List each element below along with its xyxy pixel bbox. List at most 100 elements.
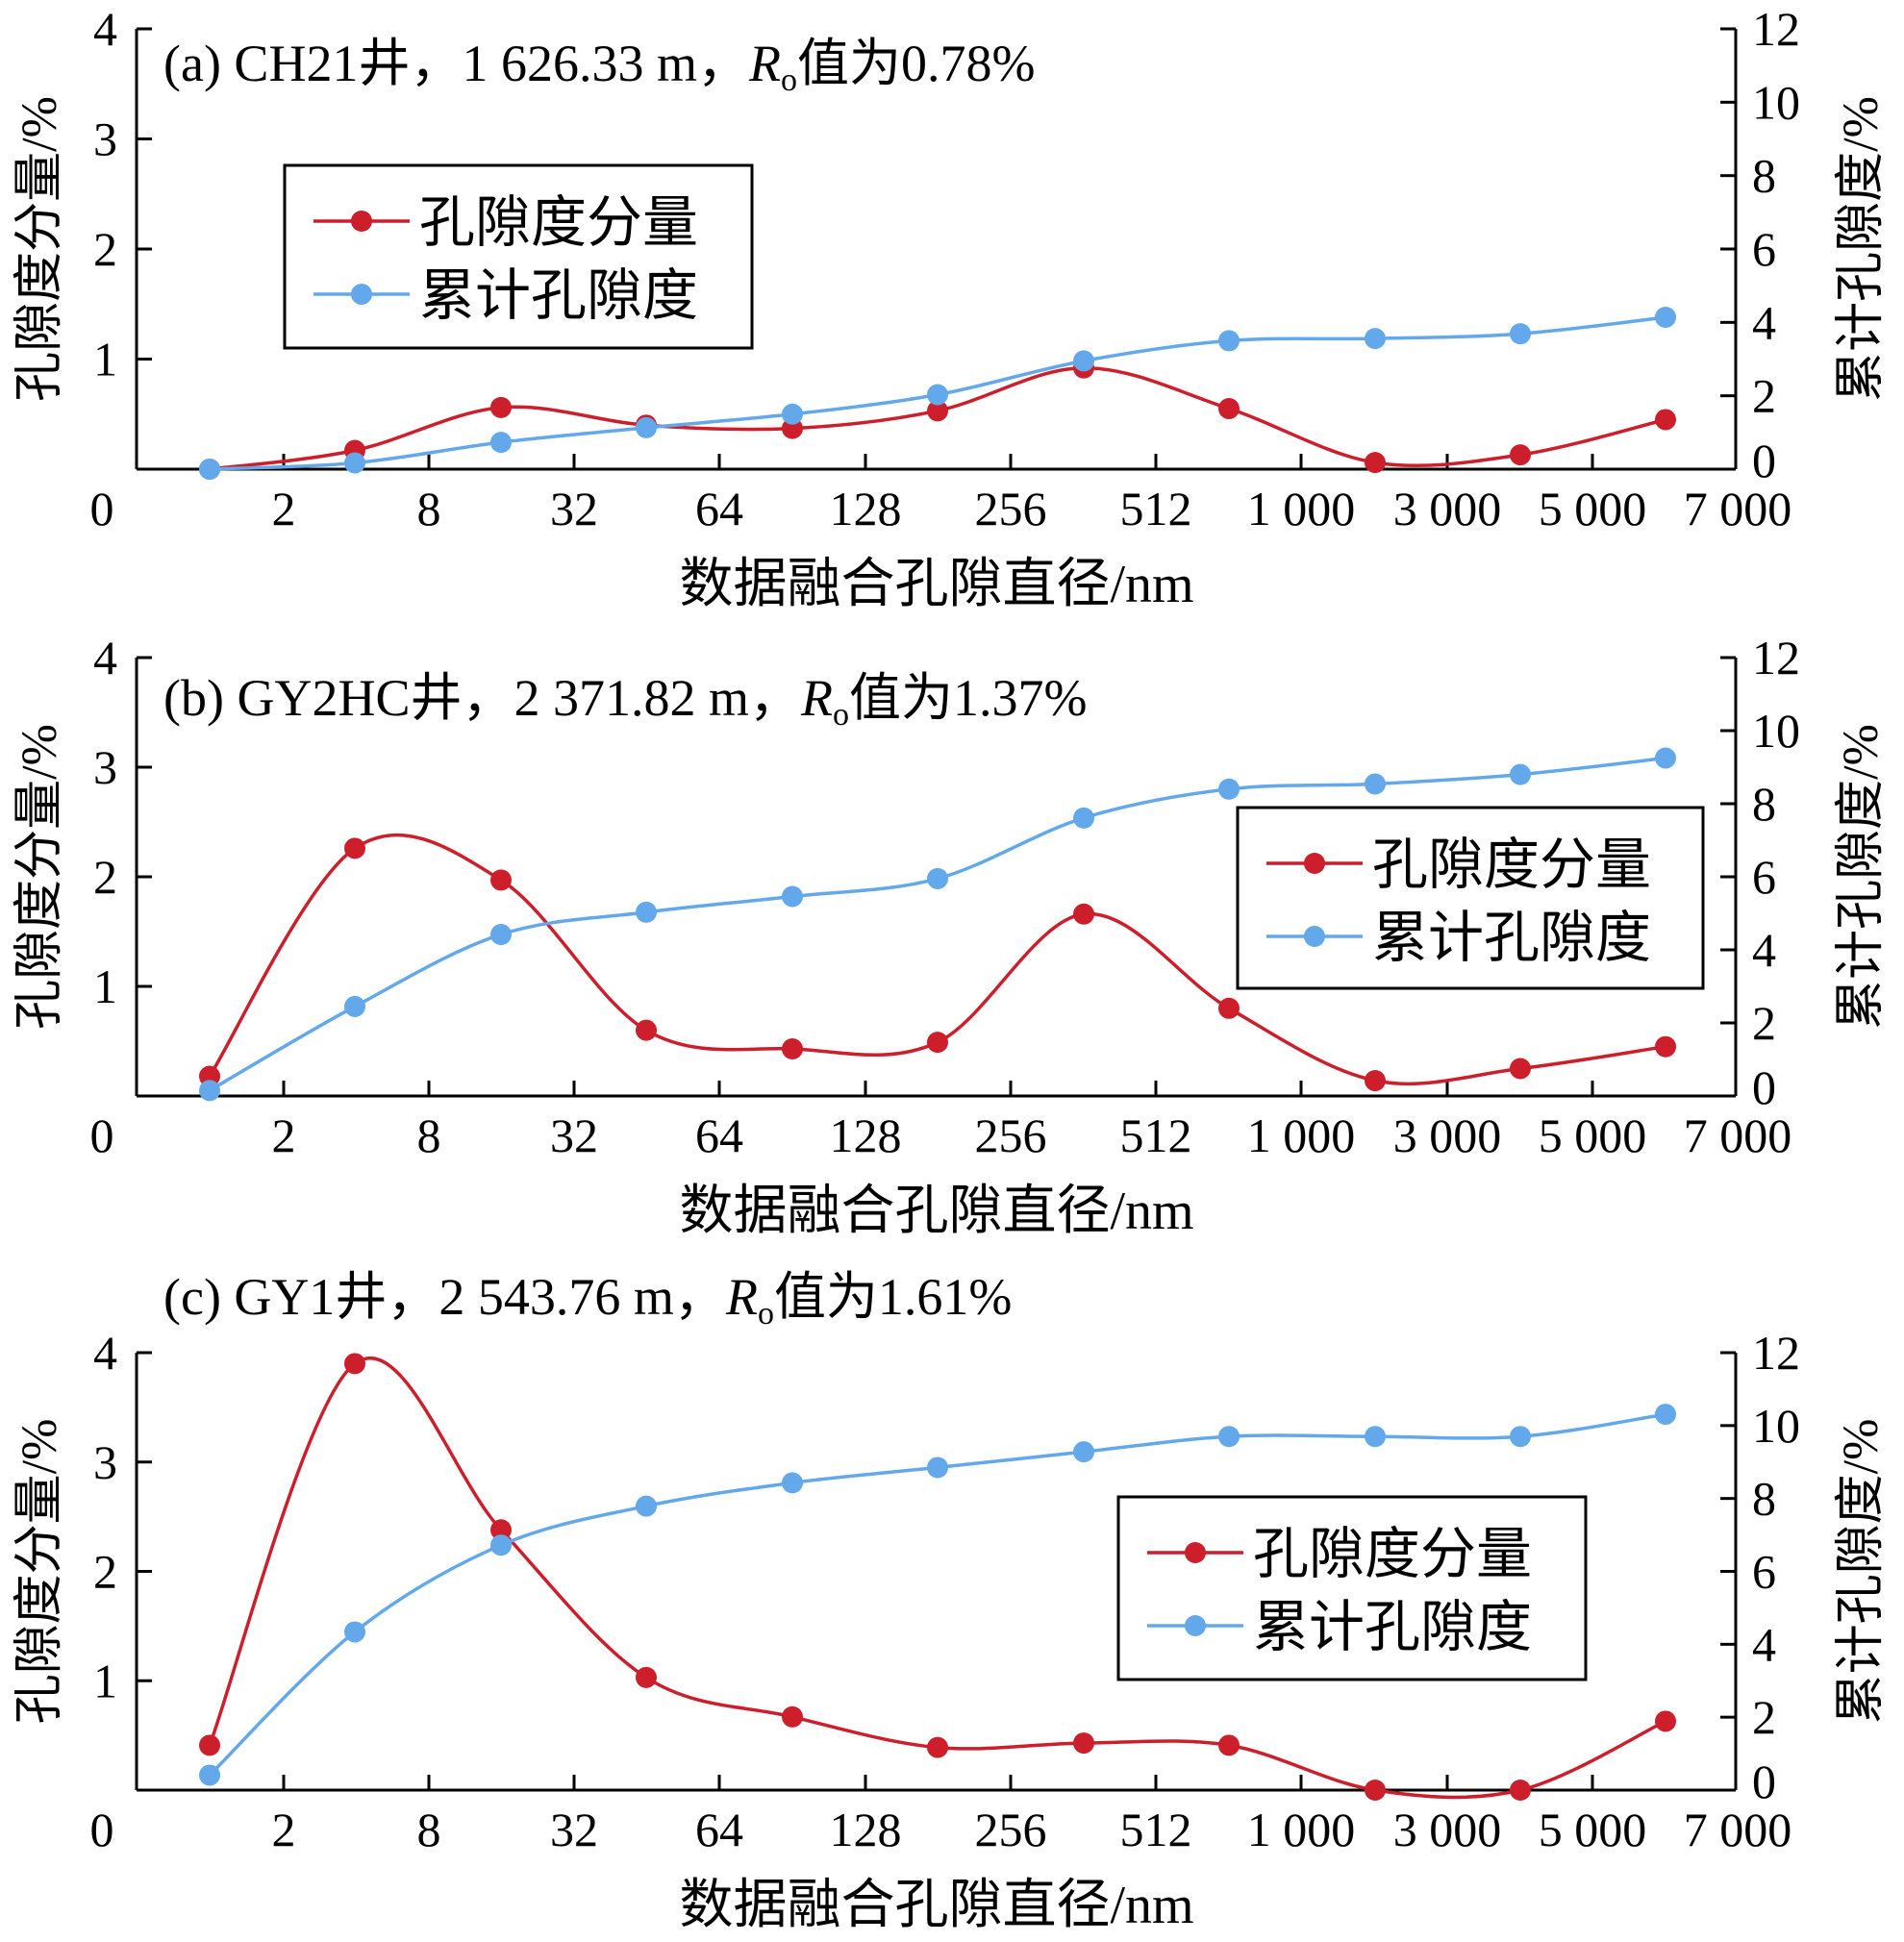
data-point-series-2 bbox=[344, 452, 365, 474]
left-y-tick-label: 2 bbox=[93, 1545, 117, 1599]
right-y-tick-label: 10 bbox=[1752, 704, 1800, 758]
data-point-series-2 bbox=[927, 384, 948, 406]
left-y-tick-label: 3 bbox=[93, 740, 117, 794]
data-point-series-1 bbox=[490, 396, 512, 418]
data-point-series-1 bbox=[1073, 1732, 1094, 1755]
left-y-tick-label: 3 bbox=[93, 112, 117, 166]
annotation-prefix: (b) GY2HC井，2 371.82 m， bbox=[163, 669, 801, 727]
x-tick-label: 64 bbox=[695, 1108, 743, 1162]
data-point-series-1 bbox=[636, 1666, 657, 1688]
x-tick-label: 3 000 bbox=[1393, 1108, 1502, 1162]
data-point-series-2 bbox=[636, 901, 657, 923]
right-y-tick-label: 10 bbox=[1752, 75, 1800, 129]
panel-annotation: (a) CH21井，1 626.33 m，Ro值为0.78% bbox=[163, 35, 1035, 98]
data-point-series-1 bbox=[1655, 1035, 1676, 1058]
x-tick-label: 32 bbox=[550, 482, 598, 535]
right-y-tick-label: 8 bbox=[1752, 777, 1776, 831]
x-tick-label: 1 000 bbox=[1247, 1108, 1356, 1162]
data-point-series-2 bbox=[1365, 328, 1386, 350]
data-point-series-1 bbox=[1073, 903, 1094, 925]
data-point-series-2 bbox=[490, 1534, 512, 1556]
right-y-tick-label: 8 bbox=[1752, 1472, 1776, 1526]
x-tick-label: 8 bbox=[417, 1803, 441, 1856]
x-tick-label: 0 bbox=[90, 482, 114, 535]
right-y-tick-label: 4 bbox=[1752, 295, 1776, 349]
right-y-tick-label: 6 bbox=[1752, 850, 1776, 904]
legend-marker-1 bbox=[351, 211, 372, 232]
legend-label-2: 累计孔隙度 bbox=[419, 264, 698, 327]
data-point-series-2 bbox=[636, 416, 657, 438]
legend-label-1: 孔隙度分量 bbox=[419, 191, 698, 254]
right-y-tick-label: 0 bbox=[1752, 1755, 1776, 1808]
annotation-sub: o bbox=[781, 62, 797, 98]
annotation-r: R bbox=[725, 1268, 758, 1326]
data-point-series-1 bbox=[1510, 444, 1531, 466]
data-point-series-1 bbox=[927, 1032, 948, 1054]
data-point-series-2 bbox=[1655, 1404, 1676, 1426]
data-point-series-2 bbox=[490, 924, 512, 946]
left-y-axis-label: 孔隙度分量/% bbox=[13, 724, 67, 1030]
annotation-r: R bbox=[800, 669, 833, 727]
x-axis-label: 数据融合孔隙直径/nm bbox=[679, 1182, 1193, 1241]
data-point-series-1 bbox=[636, 1019, 657, 1041]
annotation-sub: o bbox=[833, 697, 849, 733]
data-point-series-2 bbox=[490, 432, 512, 454]
data-point-series-1 bbox=[1365, 1780, 1386, 1801]
data-point-series-1 bbox=[490, 869, 512, 891]
annotation-prefix: (c) GY1井，2 543.76 m， bbox=[163, 1268, 726, 1326]
x-tick-label: 256 bbox=[975, 1803, 1047, 1856]
annotation-prefix: (a) CH21井，1 626.33 m， bbox=[163, 35, 749, 92]
right-y-tick-label: 0 bbox=[1752, 434, 1776, 487]
x-tick-label: 128 bbox=[830, 1108, 902, 1162]
right-y-axis-label: 累计孔隙度/% bbox=[1834, 96, 1889, 402]
left-y-tick-label: 1 bbox=[93, 1654, 117, 1707]
x-tick-label: 5 000 bbox=[1539, 1803, 1647, 1856]
data-point-series-2 bbox=[1218, 330, 1240, 352]
x-tick-label: 512 bbox=[1120, 1803, 1192, 1856]
data-point-series-1 bbox=[199, 1734, 220, 1756]
x-tick-label: 3 000 bbox=[1393, 482, 1502, 535]
data-point-series-1 bbox=[1655, 409, 1676, 431]
data-point-series-2 bbox=[1218, 778, 1240, 800]
data-point-series-1 bbox=[1218, 997, 1240, 1019]
data-point-series-1 bbox=[1365, 1070, 1386, 1092]
right-y-tick-label: 2 bbox=[1752, 369, 1776, 423]
x-tick-label: 32 bbox=[550, 1803, 598, 1856]
data-point-series-1 bbox=[1218, 398, 1240, 420]
left-y-tick-label: 4 bbox=[93, 1326, 117, 1380]
x-tick-label: 64 bbox=[695, 1803, 743, 1856]
x-tick-label: 1 000 bbox=[1247, 1803, 1356, 1856]
x-tick-label: 0 bbox=[90, 1803, 114, 1856]
right-y-tick-label: 4 bbox=[1752, 923, 1776, 977]
x-tick-label: 512 bbox=[1120, 482, 1192, 535]
data-point-series-2 bbox=[1073, 1441, 1094, 1463]
right-y-tick-label: 0 bbox=[1752, 1060, 1776, 1114]
data-point-series-2 bbox=[1365, 1426, 1386, 1448]
x-tick-label: 128 bbox=[830, 1803, 902, 1856]
x-tick-label: 512 bbox=[1120, 1108, 1192, 1162]
data-point-series-2 bbox=[344, 1621, 365, 1643]
data-point-series-2 bbox=[782, 403, 803, 425]
x-axis-label: 数据融合孔隙直径/nm bbox=[679, 1876, 1193, 1935]
annotation-suffix: 值为1.37% bbox=[849, 669, 1087, 727]
panel-annotation: (b) GY2HC井，2 371.82 m，Ro值为1.37% bbox=[163, 669, 1087, 733]
data-point-series-1 bbox=[782, 1705, 803, 1728]
legend-label-1: 孔隙度分量 bbox=[1372, 834, 1651, 896]
legend-label-2: 累计孔隙度 bbox=[1253, 1596, 1532, 1658]
data-point-series-2 bbox=[1655, 747, 1676, 769]
data-point-series-1 bbox=[782, 1037, 803, 1059]
x-tick-label: 1 000 bbox=[1247, 482, 1356, 535]
data-point-series-1 bbox=[1510, 1780, 1531, 1801]
data-point-series-1 bbox=[1510, 1058, 1531, 1080]
annotation-sub: o bbox=[758, 1296, 774, 1332]
data-point-series-1 bbox=[1218, 1734, 1240, 1756]
data-point-series-2 bbox=[1073, 807, 1094, 829]
series-line-1 bbox=[208, 1356, 1666, 1800]
x-axis-label: 数据融合孔隙直径/nm bbox=[679, 555, 1193, 614]
data-point-series-2 bbox=[1073, 350, 1094, 372]
x-tick-label: 8 bbox=[417, 1108, 441, 1162]
data-point-series-2 bbox=[344, 995, 365, 1017]
x-tick-label: 8 bbox=[417, 482, 441, 535]
